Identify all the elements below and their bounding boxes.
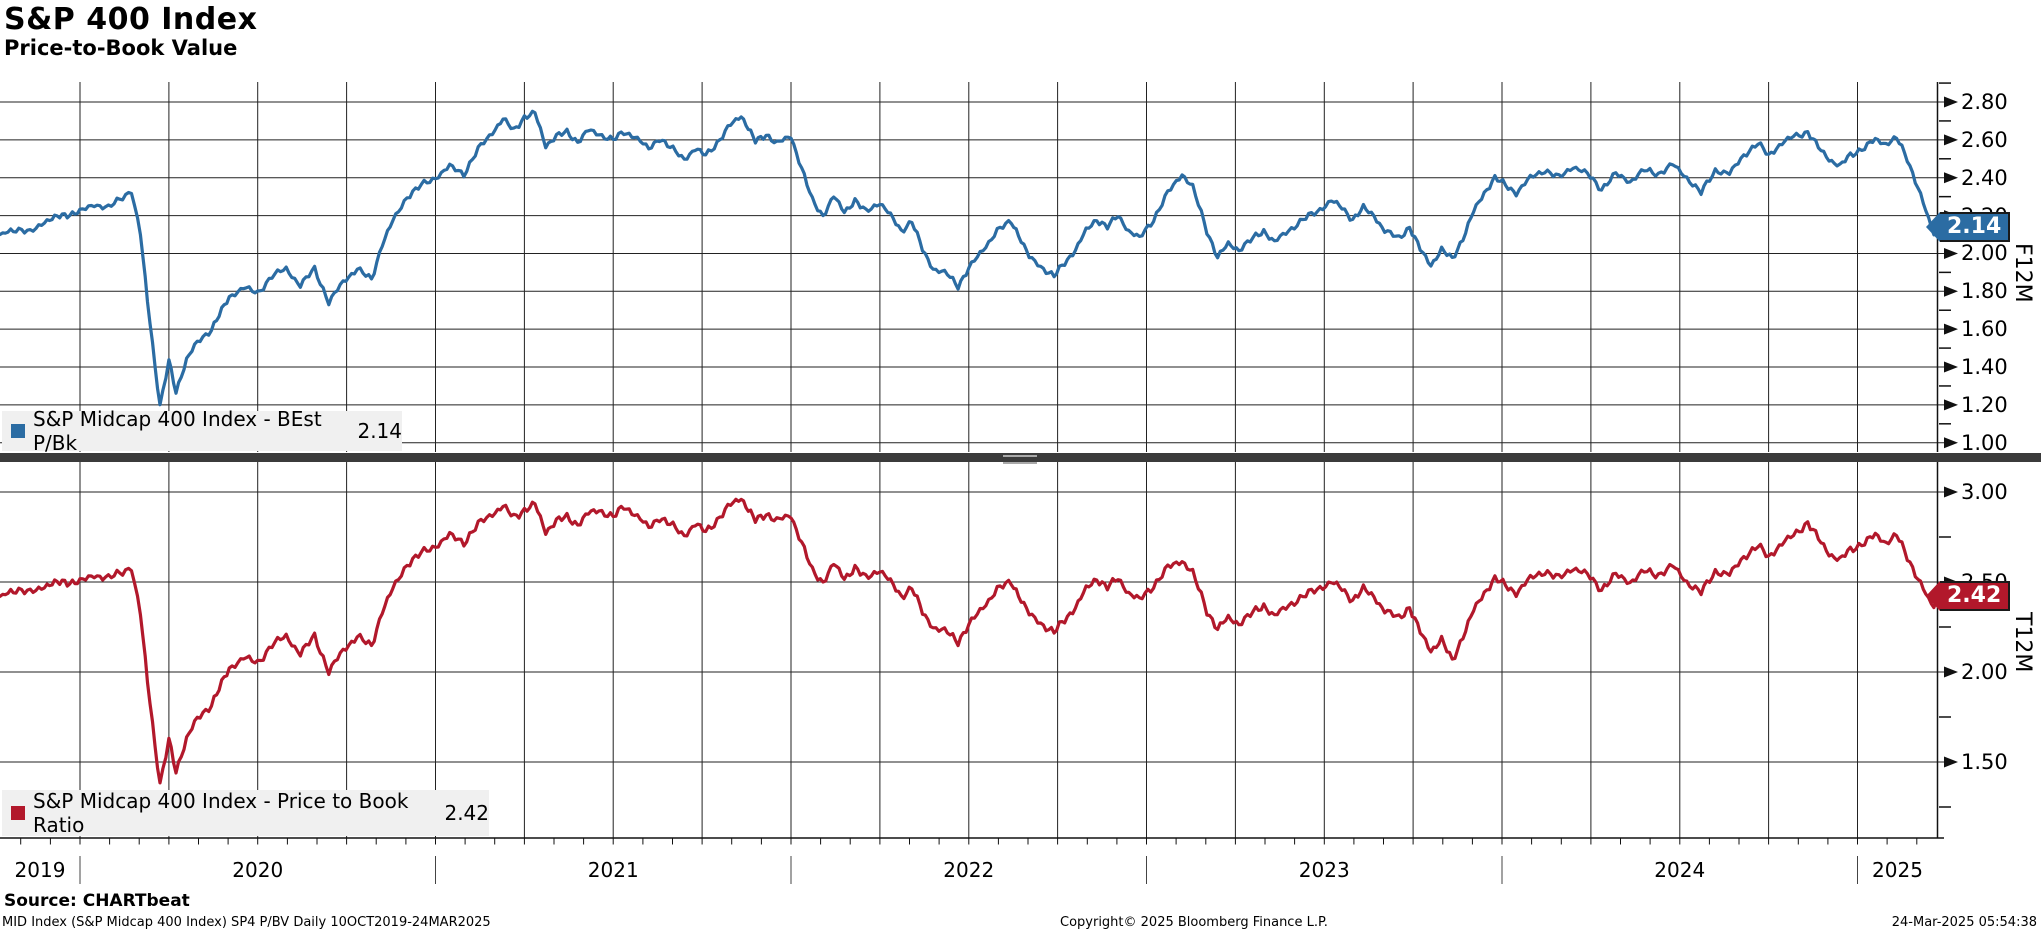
- footer-copyright: Copyright© 2025 Bloomberg Finance L.P.: [1060, 915, 1328, 930]
- series-line-price-to-book: [0, 497, 1940, 785]
- tick-arrow: [1944, 486, 1958, 498]
- tick-arrow: [1944, 96, 1958, 108]
- last-value-badge-f12m: 2.14: [1926, 212, 2011, 242]
- axis-title-f12m: F12M: [2010, 243, 2035, 303]
- legend-value: 2.14: [357, 419, 402, 443]
- legend-label: S&P Midcap 400 Index - BEst P/Bk: [33, 407, 322, 455]
- tick-arrow: [1944, 172, 1958, 184]
- legend-label: S&P Midcap 400 Index - Price to Book Rat…: [33, 789, 409, 837]
- page-subtitle: Price-to-Book Value: [4, 36, 238, 60]
- legend-bottom-series[interactable]: S&P Midcap 400 Index - Price to Book Rat…: [2, 789, 489, 837]
- last-value-badge-t12m: 2.42: [1926, 581, 2011, 611]
- tick-arrow: [1944, 285, 1958, 297]
- axis-title-t12m: T12M: [2010, 612, 2035, 673]
- series-line-best-pb: [0, 109, 1940, 407]
- badge-notch: [1926, 581, 1940, 611]
- tick-arrow: [1944, 399, 1958, 411]
- tick-arrow: [1944, 437, 1958, 449]
- tick-arrow: [1944, 134, 1958, 146]
- tick-arrow: [1944, 666, 1958, 678]
- tick-arrow: [1944, 323, 1958, 335]
- footer-security-description: MID Index (S&P Midcap 400 Index) SP4 P/B…: [2, 915, 491, 930]
- badge-notch: [1926, 212, 1940, 242]
- badge-value: 2.14: [1940, 212, 2011, 242]
- tick-arrow: [1944, 756, 1958, 768]
- divider-grip-handle[interactable]: [1003, 455, 1037, 464]
- source-text: Source: CHARTbeat: [4, 891, 190, 911]
- legend-value: 2.42: [444, 801, 489, 825]
- tick-arrow: [1944, 247, 1958, 259]
- legend-top-series[interactable]: S&P Midcap 400 Index - BEst P/Bk 2.14: [2, 407, 402, 455]
- badge-value: 2.42: [1940, 581, 2011, 611]
- legend-marker-blue: [11, 424, 25, 438]
- panel-divider: [0, 453, 2041, 464]
- footer-timestamp: 24-Mar-2025 05:54:38: [1891, 915, 2037, 930]
- tick-arrow: [1944, 361, 1958, 373]
- page-title: S&P 400 Index: [4, 2, 258, 37]
- legend-marker-red: [11, 806, 25, 820]
